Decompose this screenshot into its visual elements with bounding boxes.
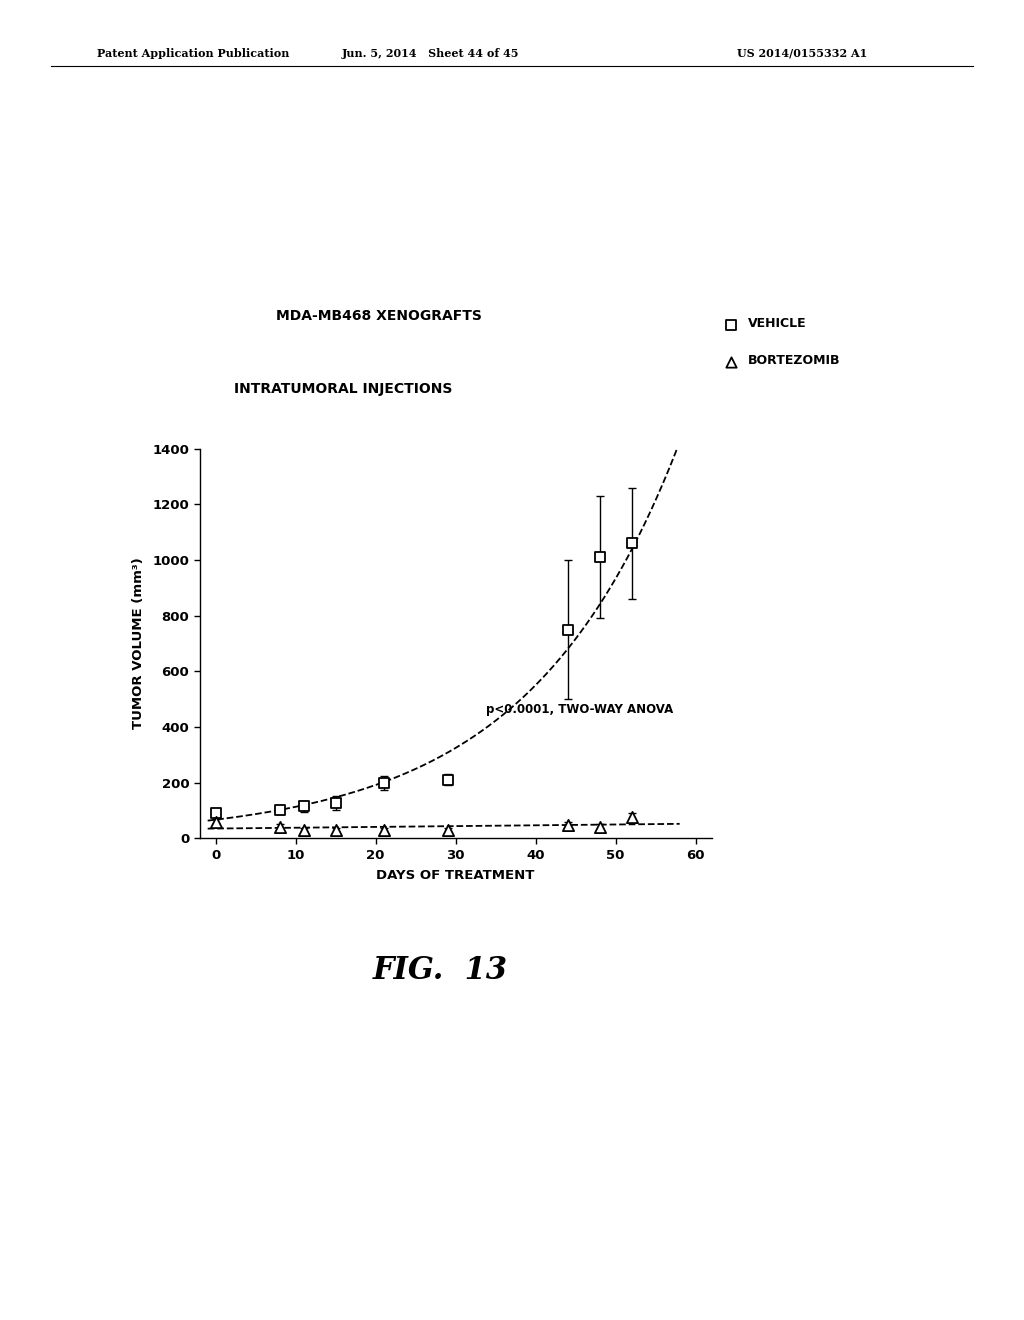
Point [296,820,312,841]
Point [376,820,392,841]
X-axis label: DAYS OF TREATMENT: DAYS OF TREATMENT [377,869,535,882]
Text: MDA-MB468 XENOGRAFTS: MDA-MB468 XENOGRAFTS [275,309,482,323]
Text: US 2014/0155332 A1: US 2014/0155332 A1 [737,48,867,58]
Point [271,817,288,838]
Text: FIG.  13: FIG. 13 [373,954,508,986]
Point [296,796,312,817]
Point [592,546,608,568]
Text: Jun. 5, 2014   Sheet 44 of 45: Jun. 5, 2014 Sheet 44 of 45 [341,48,519,58]
Point [208,803,224,824]
Point [559,619,575,640]
Y-axis label: TUMOR VOLUME (mm³): TUMOR VOLUME (mm³) [132,557,145,730]
Point [723,351,739,372]
Point [439,770,456,791]
Point [559,814,575,836]
Text: p<0.0001, TWO-WAY ANOVA: p<0.0001, TWO-WAY ANOVA [486,704,674,717]
Point [723,314,739,335]
Point [624,807,640,828]
Point [208,810,224,832]
Text: VEHICLE: VEHICLE [748,317,806,330]
Point [592,817,608,838]
Point [328,793,344,814]
Point [376,772,392,793]
Text: Patent Application Publication: Patent Application Publication [97,48,290,58]
Text: BORTEZOMIB: BORTEZOMIB [748,354,840,367]
Point [624,533,640,554]
Point [328,820,344,841]
Text: INTRATUMORAL INJECTIONS: INTRATUMORAL INJECTIONS [233,381,453,396]
Point [439,820,456,841]
Point [271,800,288,821]
